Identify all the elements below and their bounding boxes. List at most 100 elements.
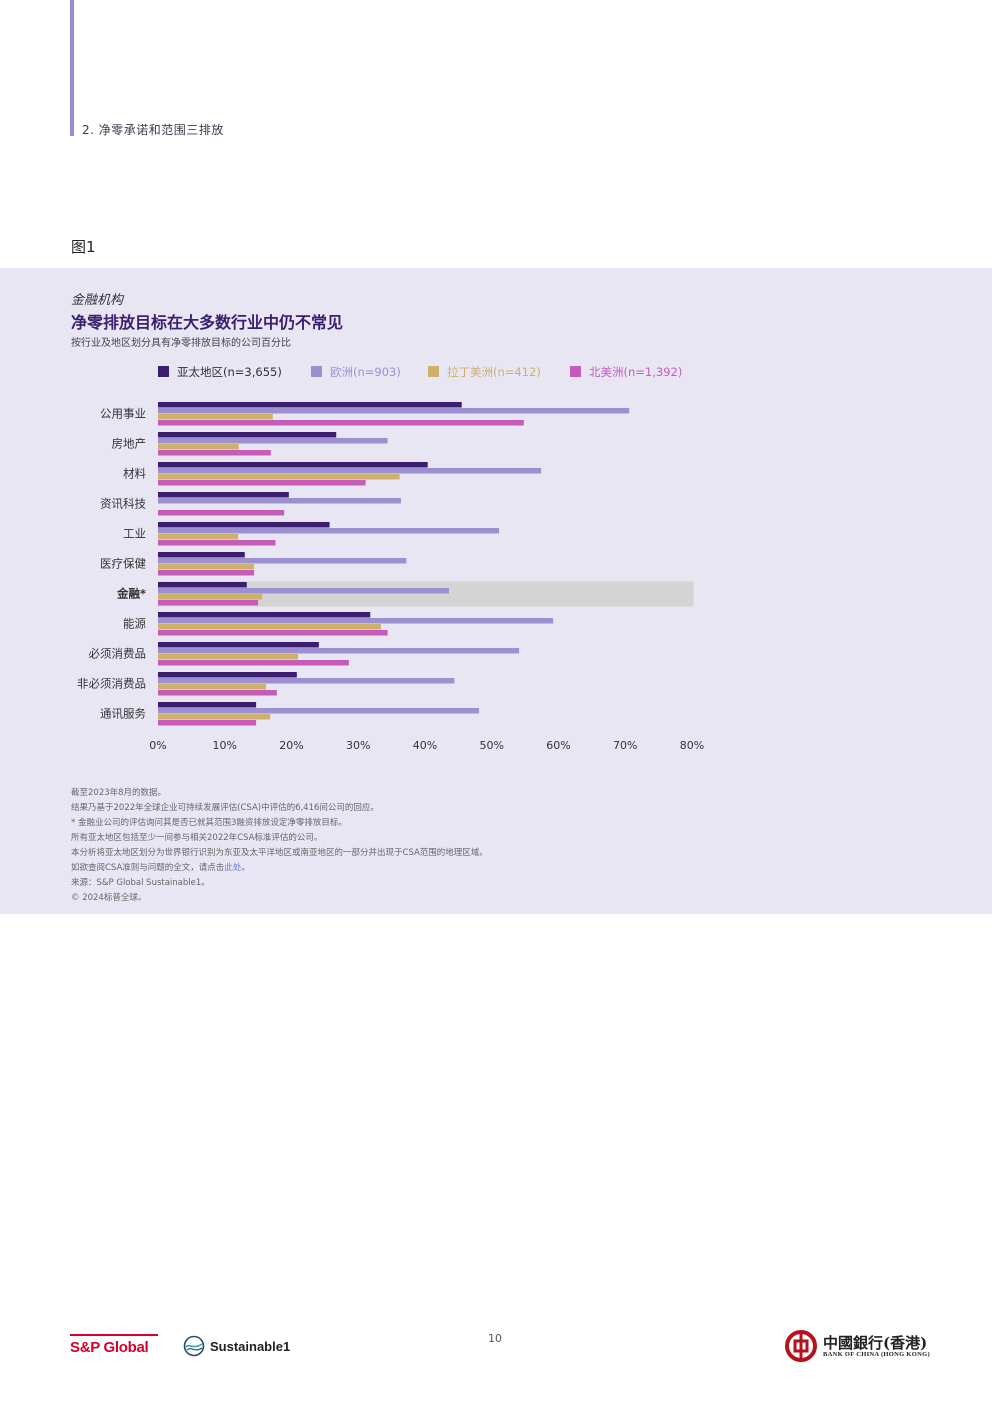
x-tick-label: 50%: [480, 739, 504, 752]
boc-wordmark: 中國銀行(香港) BANK OF CHINA (HONG KONG): [823, 1335, 930, 1358]
bar: [158, 552, 245, 558]
chart-title: 净零排放目标在大多数行业中仍不常见: [71, 313, 344, 332]
bar: [158, 558, 407, 564]
sustainable1-logo: Sustainable1: [183, 1335, 290, 1357]
bar: [158, 618, 554, 624]
bar: [158, 540, 276, 546]
sp-global-logo-text: S&P Global: [70, 1339, 149, 1356]
legend-label: 拉丁美洲(n=412): [447, 365, 541, 379]
bar: [158, 480, 366, 486]
boc-emblem-icon: [785, 1330, 817, 1362]
logo-rule: [70, 1334, 158, 1336]
bar: [158, 642, 319, 648]
bar: [158, 594, 263, 600]
bar: [158, 684, 267, 690]
bar: [158, 528, 500, 534]
chart-notes: 截至2023年8月的数据。 结果乃基于2022年全球企业可持续发展评估(CSA)…: [71, 786, 488, 906]
bar: [158, 420, 524, 426]
legend-swatch: [570, 366, 581, 377]
bar: [158, 510, 285, 516]
bar: [158, 570, 255, 576]
x-tick-label: 70%: [613, 739, 637, 752]
category-label: 非必须消费品: [77, 677, 146, 691]
category-label: 工业: [123, 527, 146, 541]
legend-swatch: [311, 366, 322, 377]
copyright-line: © 2024标普全球。: [71, 893, 147, 903]
bar: [158, 450, 271, 456]
legend-swatch: [428, 366, 439, 377]
bar: [158, 648, 520, 654]
bar: [158, 582, 247, 588]
note-line: 所有亚太地区包括至少一间参与相关2022年CSA标准评估的公司。: [71, 833, 323, 843]
category-label: 金融*: [116, 587, 146, 601]
here-link[interactable]: 此处: [224, 863, 242, 873]
section-heading: 2. 净零承诺和范围三排放: [82, 123, 224, 137]
x-tick-label: 20%: [279, 739, 303, 752]
legend-label: 亚太地区(n=3,655): [177, 365, 282, 379]
x-tick-label: 60%: [546, 739, 570, 752]
bar: [158, 720, 257, 726]
bar: [158, 630, 388, 636]
bar: [158, 678, 455, 684]
category-label: 通讯服务: [100, 707, 146, 721]
bar: [158, 708, 480, 714]
bar: [158, 444, 239, 450]
bar: [158, 564, 255, 570]
bar: [158, 654, 299, 660]
category-label: 能源: [123, 617, 146, 631]
bar: [158, 660, 349, 666]
x-tick-label: 0%: [149, 739, 166, 752]
bar: [158, 492, 289, 498]
bar: [158, 624, 381, 630]
bar: [158, 690, 277, 696]
note-line: 本分析将亚太地区划分为世界银行识别为东亚及太平洋地区或南亚地区的一部分并出现于C…: [71, 848, 488, 858]
bar: [158, 702, 257, 708]
bank-of-china-logo: 中國銀行(香港) BANK OF CHINA (HONG KONG): [785, 1330, 930, 1362]
bar: [158, 408, 630, 414]
bar: [158, 534, 239, 540]
bar: [158, 672, 297, 678]
page-number: 10: [488, 1332, 502, 1345]
sustainable1-icon: [183, 1335, 205, 1357]
bar-chart: 亚太地区(n=3,655) 欧洲(n=903) 拉丁美洲(n=412) 北美洲(n=1…: [77, 365, 704, 752]
bar: [158, 588, 450, 594]
source-line: 来源：S&P Global Sustainable1。: [71, 878, 210, 888]
note-link-suffix: 。: [241, 863, 250, 873]
bar: [158, 600, 259, 606]
bar: [158, 498, 401, 504]
bar: [158, 522, 330, 528]
note-line: 结果乃基于2022年全球企业可持续发展评估(CSA)中评估的6,416间公司的回…: [71, 803, 379, 813]
legend-label: 欧洲(n=903): [330, 365, 401, 379]
bar: [158, 432, 337, 438]
bar: [158, 402, 462, 408]
category-label: 医疗保健: [100, 557, 146, 571]
category-label: 房地产: [112, 437, 147, 451]
bar: [158, 714, 271, 720]
note-line: 如欲查阅CSA准则与问题的全文，请点击此处。: [71, 861, 488, 876]
bar: [158, 474, 400, 480]
chart-subtitle: 按行业及地区划分具有净零排放目标的公司百分比: [71, 338, 291, 349]
sustainable1-logo-text: Sustainable1: [210, 1338, 291, 1354]
bar: [158, 468, 542, 474]
x-tick-label: 10%: [213, 739, 237, 752]
figure-label: 图1: [71, 238, 96, 256]
accent-bar: [70, 0, 74, 136]
category-label: 资讯科技: [100, 497, 146, 511]
boc-cn-name: 中國銀行(香港): [823, 1333, 928, 1352]
legend-swatch: [158, 366, 169, 377]
bar: [158, 462, 428, 468]
x-tick-label: 80%: [680, 739, 704, 752]
boc-en-name: BANK OF CHINA (HONG KONG): [823, 1350, 930, 1358]
category-label: 材料: [123, 467, 146, 481]
x-tick-label: 40%: [413, 739, 437, 752]
chart-kicker: 金融机构: [71, 293, 124, 308]
category-label: 必须消费品: [89, 647, 147, 661]
bar: [158, 438, 388, 444]
bar: [158, 612, 371, 618]
note-line: 截至2023年8月的数据。: [71, 788, 167, 798]
note-line: * 金融业公司的评估询问其是否已就其范围3融资排放设定净零排放目标。: [71, 818, 347, 828]
sp-global-logo: S&P Global: [70, 1334, 158, 1356]
legend-label: 北美洲(n=1,392): [589, 365, 682, 379]
x-tick-label: 30%: [346, 739, 370, 752]
category-label: 公用事业: [100, 407, 146, 421]
